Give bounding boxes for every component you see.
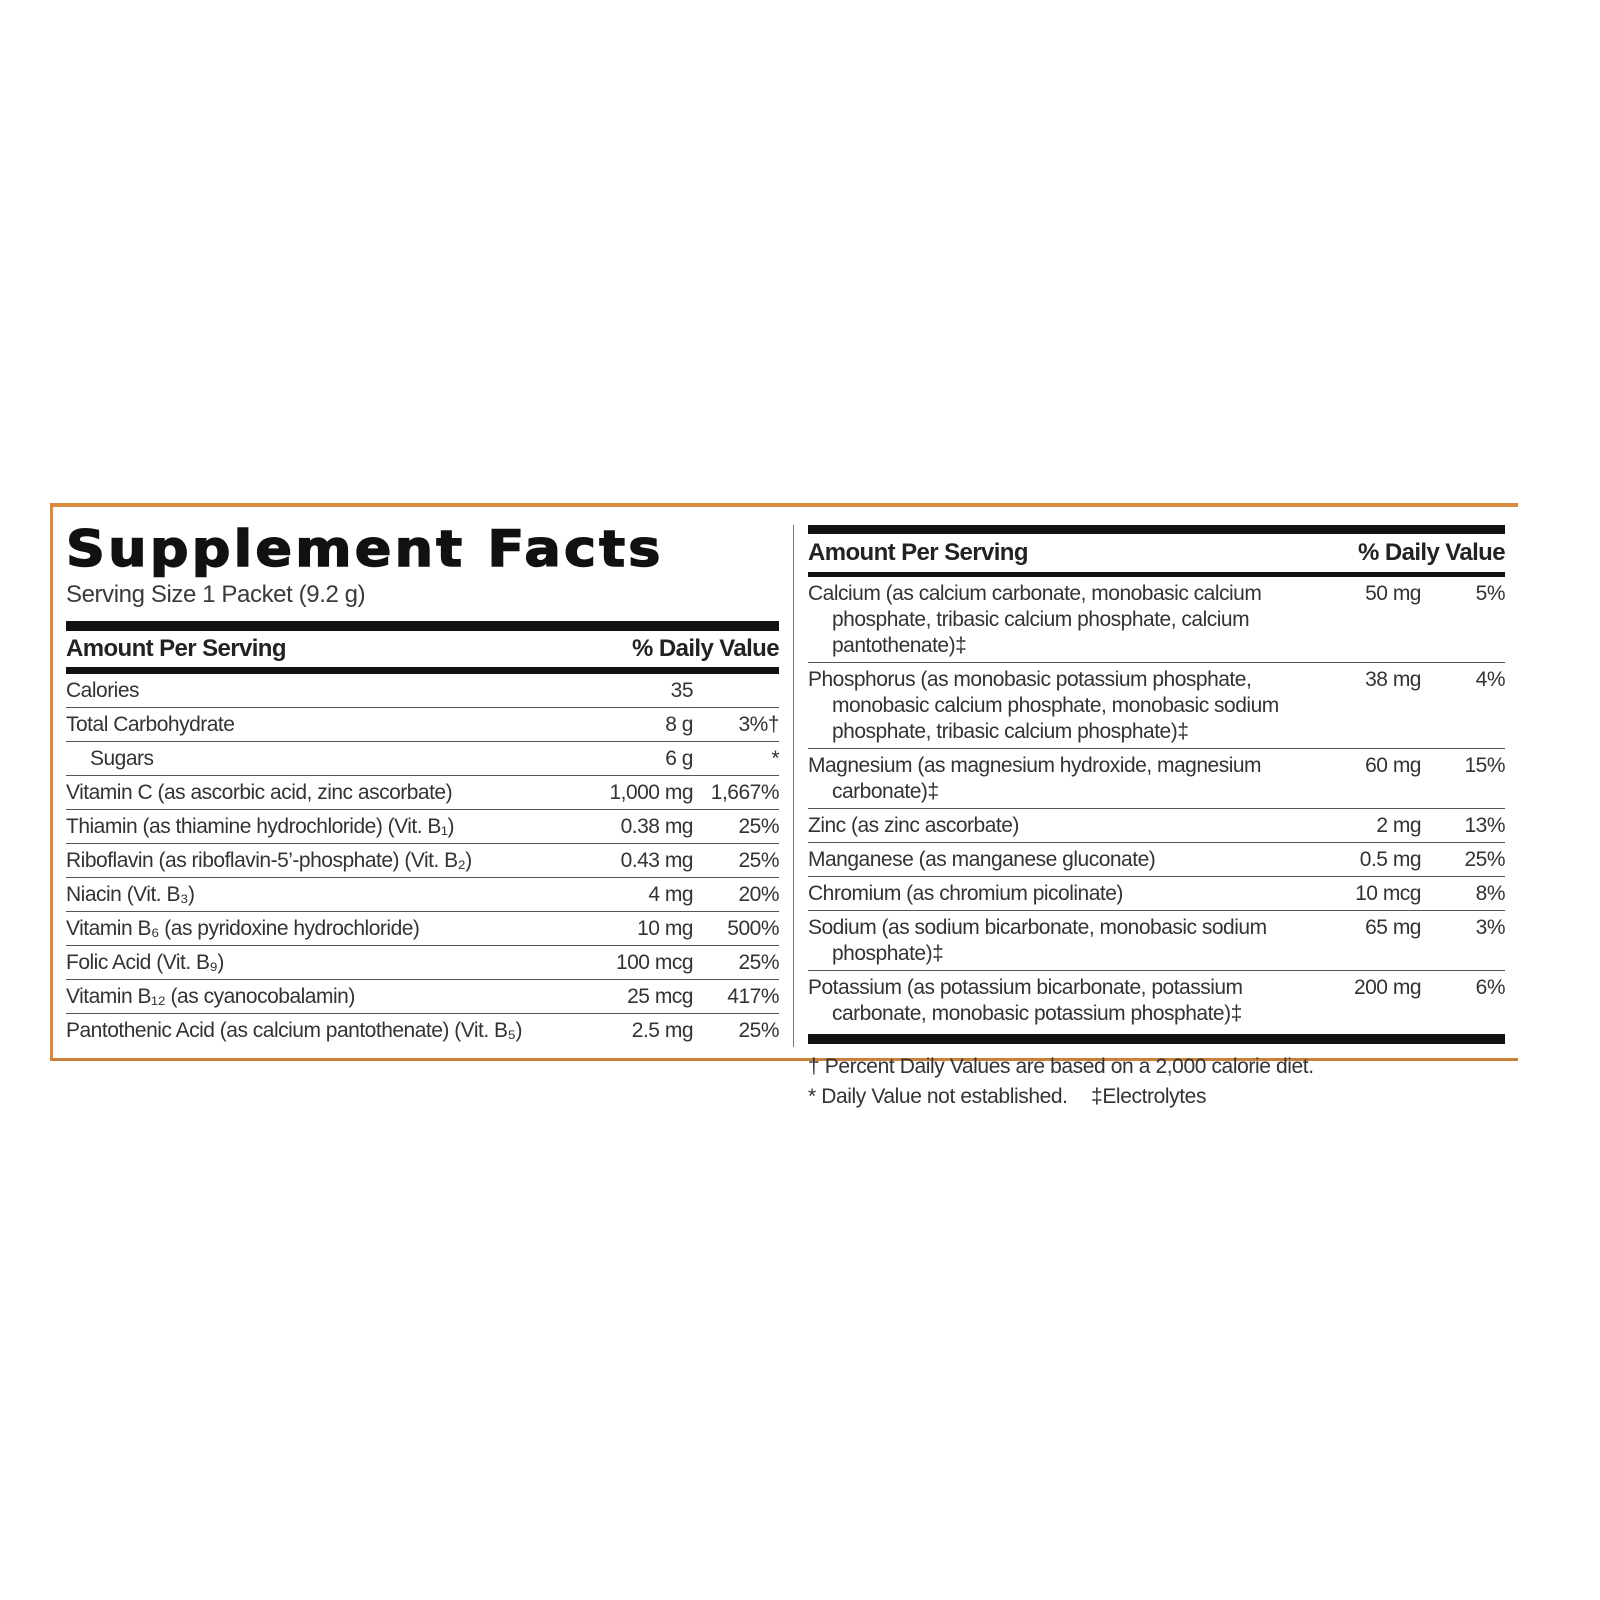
amount: 10 mg — [637, 917, 693, 940]
nutrient-row: Thiamin (as thiamine hydrochloride) (Vit… — [66, 810, 780, 844]
nutrient-row: Magnesium (as magnesium hydroxide, magne… — [808, 749, 1506, 809]
nutrient-row: Folic Acid (Vit. B₉) 100 mcg 25% — [66, 946, 780, 980]
nutrient-name: Zinc (as zinc ascorbate) — [808, 814, 1019, 837]
left-rows: Calories 35 Total Carbohydrate 8 g 3%† Sugars… — [66, 674, 780, 1047]
nutrient-name: Vitamin C (as ascorbic acid, zinc ascorb… — [66, 781, 453, 804]
daily-value: 25% — [738, 815, 779, 838]
nutrient-row: Sodium (as sodium bicarbonate, monobasic… — [808, 911, 1506, 971]
nutrient-row: Manganese (as manganese gluconate) 0.5 mg… — [808, 843, 1506, 877]
daily-value: 3%† — [738, 713, 779, 736]
nutrient-name: Riboflavin (as riboflavin-5’-phosphate) … — [66, 849, 472, 872]
amount: 200 mg — [1353, 976, 1422, 999]
nutrient-row: Chromium (as chromium picolinate) 10 mcg 8… — [808, 877, 1506, 911]
nutrient-name: Sodium (as sodium bicarbonate, monobasic… — [808, 916, 1267, 965]
thick-rule — [66, 621, 779, 631]
amount-header: Amount Per Serving — [66, 635, 287, 662]
amount: 65 mg — [1365, 916, 1421, 939]
amount-header: Amount Per Serving — [808, 539, 1029, 566]
column-header: Amount Per Serving % Daily Value — [66, 631, 780, 667]
amount: 0.38 mg — [620, 815, 694, 838]
column-divider — [793, 525, 794, 1047]
serving-size: Serving Size 1 Packet (9.2 g) — [66, 581, 366, 608]
nutrient-name: Calcium (as calcium carbonate, monobasic… — [808, 582, 1262, 657]
amount: 4 mg — [648, 883, 693, 906]
amount: 0.43 mg — [620, 849, 694, 872]
nutrient-name: Manganese (as manganese gluconate) — [808, 848, 1156, 871]
amount: 2 mg — [1376, 814, 1421, 837]
nutrient-name: Pantothenic Acid (as calcium pantothenat… — [66, 1019, 523, 1042]
supplement-panel: Supplement Facts Serving Size 1 Packet (… — [50, 503, 1518, 1108]
footnote-line: * Daily Value not established. ‡Electrol… — [808, 1082, 1505, 1112]
nutrient-row: Potassium (as potassium bicarbonate, pot… — [808, 971, 1506, 1030]
thick-rule — [808, 572, 1505, 577]
daily-value: 8% — [1475, 882, 1506, 905]
nutrient-name: Calories — [66, 679, 140, 702]
thick-rule — [66, 667, 779, 674]
nutrient-row: Vitamin B₁₂ (as cyanocobalamin) 25 mcg 417… — [66, 980, 780, 1014]
amount: 50 mg — [1365, 582, 1421, 605]
daily-value: * — [771, 747, 779, 770]
nutrient-name: Magnesium (as magnesium hydroxide, magne… — [808, 754, 1262, 803]
daily-value: 5% — [1475, 582, 1506, 605]
nutrient-row: Calories 35 — [66, 674, 779, 708]
amount: 100 mcg — [615, 951, 694, 974]
nutrient-name: Total Carbohydrate — [66, 713, 235, 736]
nutrient-name: Thiamin (as thiamine hydrochloride) (Vit… — [66, 815, 455, 838]
nutrient-row: Phosphorus (as monobasic potassium phosp… — [808, 663, 1506, 749]
dv-header: % Daily Value — [632, 635, 780, 662]
footnote: * Daily Value not established. — [808, 1085, 1068, 1108]
amount: 8 g — [665, 713, 693, 736]
nutrient-row: Niacin (Vit. B₃) 4 mg 20% — [66, 878, 780, 912]
nutrient-name: Vitamin B₆ (as pyridoxine hydrochloride) — [66, 917, 420, 940]
nutrient-name: Chromium (as chromium picolinate) — [808, 882, 1123, 905]
left-column: Supplement Facts Serving Size 1 Packet (… — [65, 507, 780, 1047]
daily-value: 417% — [727, 985, 779, 1008]
nutrient-row: Sugars 6 g * — [66, 742, 780, 776]
daily-value: 500% — [727, 917, 779, 940]
amount: 35 — [670, 679, 694, 702]
daily-value: 25% — [738, 1019, 779, 1042]
nutrient-row: Zinc (as zinc ascorbate) 2 mg 13% — [808, 809, 1506, 843]
thick-rule — [808, 1034, 1505, 1044]
dv-header: % Daily Value — [1358, 539, 1506, 566]
amount: 0.5 mg — [1359, 848, 1422, 871]
daily-value: 25% — [1464, 848, 1505, 871]
nutrient-name: Vitamin B₁₂ (as cyanocobalamin) — [66, 985, 355, 1008]
daily-value: 25% — [738, 849, 779, 872]
right-column: Amount Per Serving % Daily Value Calcium… — [808, 507, 1506, 1112]
nutrient-row: Riboflavin (as riboflavin-5’-phosphate) … — [66, 844, 780, 878]
amount: 6 g — [665, 747, 693, 770]
daily-value: 13% — [1464, 814, 1505, 837]
amount: 25 mcg — [627, 985, 693, 1008]
nutrient-row: Total Carbohydrate 8 g 3%† — [66, 708, 780, 742]
nutrient-name: Potassium (as potassium bicarbonate, pot… — [808, 976, 1243, 1025]
nutrient-name: Niacin (Vit. B₃) — [66, 883, 195, 906]
footnote: † Percent Daily Values are based on a 2,… — [808, 1055, 1314, 1078]
thick-rule — [808, 525, 1505, 534]
nutrient-name: Folic Acid (Vit. B₉) — [66, 951, 224, 974]
footnote: ‡Electrolytes — [1091, 1085, 1207, 1108]
amount: 60 mg — [1365, 754, 1421, 777]
nutrient-row: Calcium (as calcium carbonate, monobasic… — [808, 577, 1506, 663]
daily-value: 1,667% — [710, 781, 780, 804]
daily-value: 6% — [1475, 976, 1506, 999]
daily-value: 25% — [738, 951, 779, 974]
daily-value: 15% — [1464, 754, 1505, 777]
nutrient-row: Vitamin B₆ (as pyridoxine hydrochloride)… — [66, 912, 780, 946]
nutrient-name: Phosphorus (as monobasic potassium phosp… — [808, 668, 1279, 743]
title: Supplement Facts — [65, 520, 664, 578]
amount: 10 mcg — [1355, 882, 1421, 905]
column-header: Amount Per Serving % Daily Value — [808, 534, 1506, 572]
daily-value: 4% — [1475, 668, 1506, 691]
daily-value: 3% — [1475, 916, 1506, 939]
amount: 38 mg — [1365, 668, 1421, 691]
amount: 2.5 mg — [631, 1019, 694, 1042]
amount: 1,000 mg — [609, 781, 693, 804]
nutrient-row: Pantothenic Acid (as calcium pantothenat… — [66, 1014, 780, 1047]
right-rows: Calcium (as calcium carbonate, monobasic… — [808, 577, 1506, 1030]
nutrient-row: Vitamin C (as ascorbic acid, zinc ascorb… — [66, 776, 780, 810]
nutrient-name: Sugars — [90, 747, 154, 770]
daily-value: 20% — [738, 883, 779, 906]
